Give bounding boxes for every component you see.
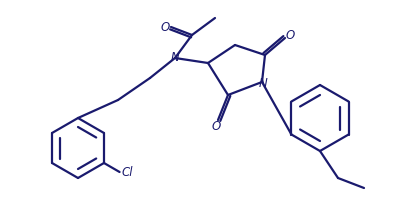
Text: Cl: Cl: [121, 166, 133, 178]
Text: O: O: [160, 20, 169, 34]
Text: O: O: [285, 29, 294, 41]
Text: N: N: [170, 51, 179, 63]
Text: N: N: [258, 77, 267, 89]
Text: O: O: [211, 120, 220, 132]
